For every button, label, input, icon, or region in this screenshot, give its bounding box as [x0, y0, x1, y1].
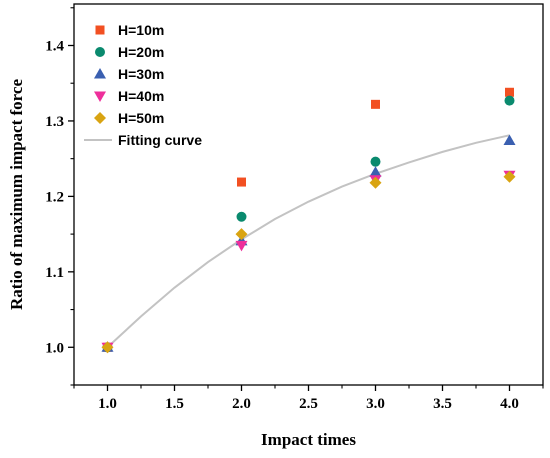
legend-label: H=40m: [118, 88, 164, 104]
y-axis-title: Ratio of maximum impact force: [7, 79, 26, 310]
legend-item: H=40m: [94, 88, 164, 104]
legend-marker: [95, 25, 105, 35]
legend-label: H=10m: [118, 22, 164, 38]
legend-item: H=10m: [95, 22, 164, 38]
x-tick-label: 3.0: [366, 396, 385, 412]
y-tick-label: 1.3: [45, 114, 64, 130]
legend-item: Fitting curve: [84, 132, 202, 148]
y-tick-label: 1.2: [45, 189, 64, 205]
legend: H=10m H=20m H=30m H=40m H=50m Fitting curve: [84, 22, 202, 148]
y-tick-label: 1.0: [45, 340, 64, 356]
legend-marker: [94, 68, 106, 79]
x-tick-label: 2.5: [299, 396, 318, 412]
y-tick-label: 1.4: [45, 38, 64, 54]
data-point: [237, 177, 246, 187]
data-point: [505, 87, 514, 97]
x-tick-label: 4.0: [500, 396, 519, 412]
plot-frame: [73, 3, 544, 386]
y-axis: 1.0 1.1 1.2 1.3 1.4: [45, 7, 74, 386]
legend-item: H=50m: [94, 110, 164, 126]
x-tick-label: 1.0: [98, 396, 117, 412]
data-point: [369, 166, 382, 177]
x-axis-title: Impact times: [261, 430, 356, 449]
legend-marker: [94, 112, 106, 124]
data-point: [235, 240, 248, 252]
plot-area: [73, 3, 544, 386]
data-point: [369, 176, 382, 189]
data-point: [503, 170, 516, 183]
marker-layer: [101, 87, 516, 354]
fit-layer: [106, 134, 510, 349]
data-point: [235, 228, 248, 241]
x-tick-label: 2.0: [232, 396, 251, 412]
legend-label: Fitting curve: [118, 132, 202, 148]
x-tick-label: 3.5: [433, 396, 452, 412]
legend-label: H=50m: [118, 110, 164, 126]
legend-item: H=20m: [95, 44, 164, 60]
legend-item: H=30m: [94, 66, 164, 82]
x-axis: 1.0 1.5 2.0 2.5 3.0 3.5 4.0: [73, 385, 544, 412]
fitting-curve: [106, 134, 510, 349]
data-point: [504, 95, 515, 106]
data-point: [370, 156, 381, 167]
data-point: [371, 99, 380, 109]
y-tick-label: 1.1: [45, 265, 64, 281]
legend-label: H=20m: [118, 44, 164, 60]
x-tick-label: 1.5: [165, 396, 184, 412]
data-point: [503, 134, 516, 146]
data-point: [236, 211, 247, 222]
legend-label: H=30m: [118, 66, 164, 82]
legend-marker: [95, 47, 105, 57]
data-point: [101, 341, 114, 354]
legend-marker: [94, 91, 106, 102]
